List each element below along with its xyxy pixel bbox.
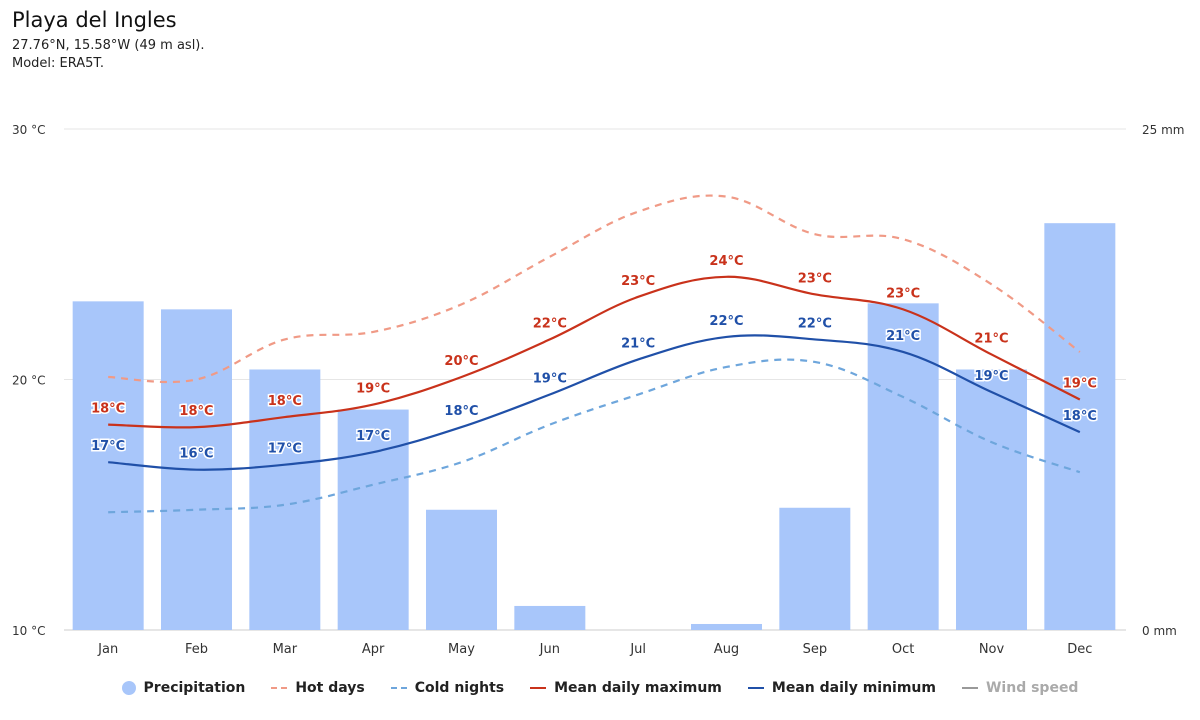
precipitation-bar xyxy=(779,507,851,630)
max-data-label: 22°C xyxy=(533,316,567,331)
x-tick-label: May xyxy=(448,642,475,657)
legend-item-precipitation[interactable]: Precipitation xyxy=(121,680,246,696)
legend-label: Hot days xyxy=(295,680,365,696)
max-data-label: 21°C xyxy=(974,331,1008,346)
max-data-label: 24°C xyxy=(709,254,743,269)
legend-symbol xyxy=(121,681,136,695)
y-left-tick-label: 20 °C xyxy=(12,374,45,388)
precipitation-bar xyxy=(426,509,497,630)
legend-symbol xyxy=(271,687,288,689)
min-data-label: 17°C xyxy=(356,429,390,444)
max-data-label: 23°C xyxy=(621,274,655,289)
max-data-label: 18°C xyxy=(268,394,302,409)
precipitation-bar xyxy=(691,623,762,630)
min-data-label: 18°C xyxy=(444,404,478,419)
max-data-label: 19°C xyxy=(1063,377,1097,392)
x-tick-label: Sep xyxy=(803,642,828,657)
legend-item-mean-max[interactable]: Mean daily maximum xyxy=(530,680,722,696)
y-right-tick-label: 25 mm xyxy=(1142,123,1184,137)
y-right-tick-label: 0 mm xyxy=(1142,624,1177,638)
x-tick-label: Nov xyxy=(979,642,1005,657)
climate-chart: 10 °C 20 °C 30 °C 0 mm 25 mm Jan Feb Mar Apr May J… xyxy=(12,123,1184,657)
x-tick-label: Jan xyxy=(97,642,118,657)
x-tick-label: Dec xyxy=(1067,642,1092,657)
legend-symbol xyxy=(390,687,407,689)
legend-item-hot-days[interactable]: Hot days xyxy=(271,680,365,696)
min-data-label: 18°C xyxy=(1063,409,1097,424)
max-data-label: 20°C xyxy=(444,354,478,369)
max-data-label: 23°C xyxy=(798,271,832,286)
min-data-label: 17°C xyxy=(268,442,302,457)
chart-title: Playa del Ingles xyxy=(12,8,177,32)
legend-symbol xyxy=(747,687,764,689)
legend-label: Wind speed xyxy=(985,680,1079,696)
y-left-tick-label: 30 °C xyxy=(12,123,45,137)
mean-min-line xyxy=(108,334,1081,471)
x-tick-label: Aug xyxy=(714,642,739,657)
x-tick-label: Jun xyxy=(539,642,560,657)
legend-symbol xyxy=(530,687,547,689)
min-data-label: 22°C xyxy=(709,314,743,329)
precipitation-bar xyxy=(514,605,586,630)
legend-label: Mean daily maximum xyxy=(554,680,722,696)
x-tick-label: Oct xyxy=(892,642,914,657)
mean-max-line xyxy=(108,275,1081,429)
precipitation-bar xyxy=(867,303,939,630)
precipitation-bar xyxy=(956,369,1027,630)
legend-item-mean-min[interactable]: Mean daily minimum xyxy=(747,680,936,696)
precipitation-bar xyxy=(1044,223,1116,631)
max-data-label: 19°C xyxy=(356,382,390,397)
legend-label: Precipitation xyxy=(143,680,246,696)
x-tick-label: Jul xyxy=(629,642,646,657)
min-data-label: 17°C xyxy=(91,439,125,454)
x-tick-label: Mar xyxy=(273,642,298,657)
chart-subtitle: 27.76°N, 15.58°W (49 m asl). Model: ERA5… xyxy=(12,38,205,71)
min-data-label: 21°C xyxy=(886,329,920,344)
min-data-label: 16°C xyxy=(179,447,213,462)
x-tick-label: Feb xyxy=(185,642,208,657)
legend-label: Mean daily minimum xyxy=(771,680,936,696)
cold-nights-line xyxy=(108,358,1081,514)
max-data-label: 18°C xyxy=(179,404,213,419)
x-tick-label: Apr xyxy=(362,642,385,657)
legend-label: Cold nights xyxy=(414,680,505,696)
min-data-label: 22°C xyxy=(798,316,832,331)
hot-days-line xyxy=(108,194,1081,384)
min-data-label: 19°C xyxy=(533,372,567,387)
legend-item-cold-nights[interactable]: Cold nights xyxy=(390,680,505,696)
chart-legend: Precipitation Hot days Cold nights Mean dai… xyxy=(0,676,1200,700)
max-data-label: 18°C xyxy=(91,402,125,417)
min-data-label: 21°C xyxy=(621,336,655,351)
max-data-label: 23°C xyxy=(886,286,920,301)
min-data-label: 19°C xyxy=(974,369,1008,384)
y-left-tick-label: 10 °C xyxy=(12,624,45,638)
legend-item-wind[interactable]: Wind speed xyxy=(961,680,1079,696)
legend-symbol xyxy=(961,687,978,689)
